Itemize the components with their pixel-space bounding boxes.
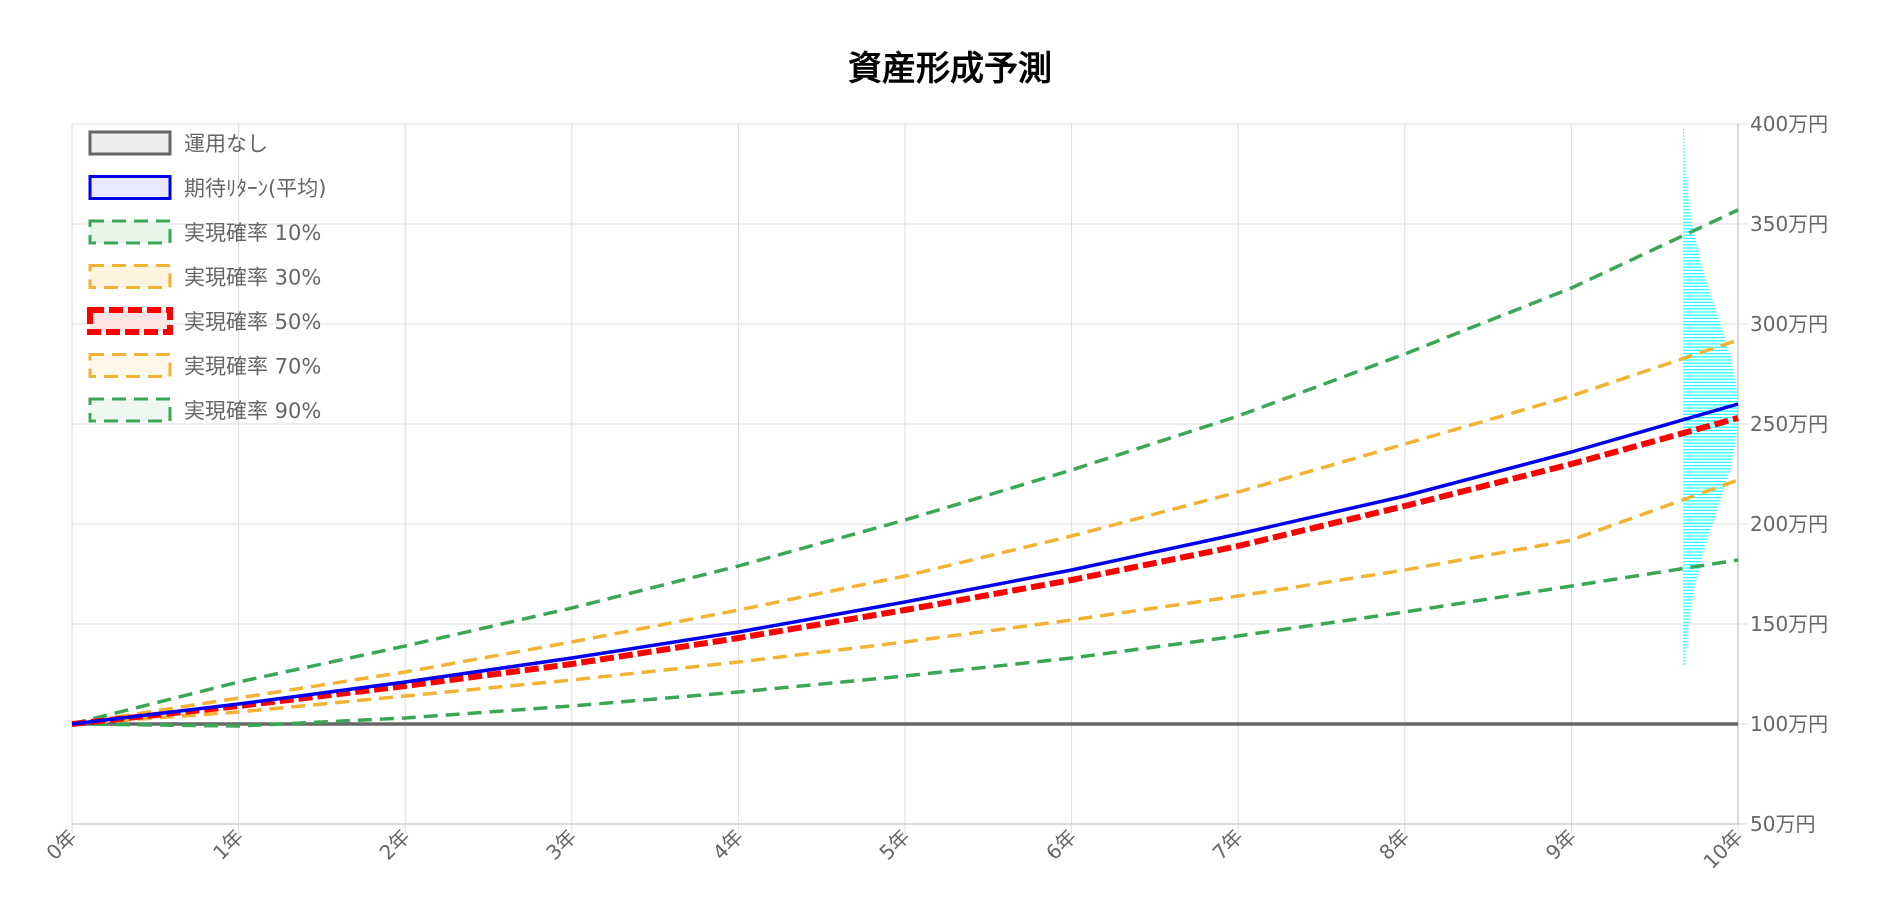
x-tick-label: 4年 <box>708 825 748 865</box>
series-line <box>71 558 1739 728</box>
legend-swatch <box>88 175 172 200</box>
legend-swatch <box>88 353 172 378</box>
legend-label: 期待ﾘﾀｰﾝ(平均) <box>184 177 326 201</box>
series-lines <box>71 208 1739 728</box>
y-axis-ticks: 50万円 100万円 150万円 200万円 250万円 300万円 350万円 400万円 <box>1750 112 1828 836</box>
chart-title: 資産形成予測 <box>848 49 1052 89</box>
x-tick-label: 9年 <box>1541 825 1581 865</box>
legend-swatch <box>87 307 173 335</box>
x-tick-label: 2年 <box>375 825 415 865</box>
x-tick-label: 10年 <box>1698 825 1747 874</box>
legend-label: 実現確率 90% <box>184 399 321 423</box>
y-tick-label: 400万円 <box>1750 112 1828 136</box>
series-line <box>71 415 1739 727</box>
legend-label: 実現確率 10% <box>184 221 321 245</box>
legend-label: 実現確率 70% <box>184 355 321 379</box>
y-tick-label: 300万円 <box>1750 312 1828 336</box>
legend-label: 実現確率 30% <box>184 266 321 290</box>
y-tick-label: 200万円 <box>1750 512 1828 536</box>
grid <box>71 123 1748 834</box>
legend-swatch <box>88 264 172 289</box>
legend-label: 運用なし <box>184 132 268 156</box>
x-tick-label: 7年 <box>1208 825 1248 865</box>
y-tick-label: 100万円 <box>1750 712 1828 736</box>
x-tick-label: 3年 <box>541 825 581 865</box>
series-line <box>71 338 1739 726</box>
legend-swatch <box>88 397 172 423</box>
x-tick-label: 6年 <box>1041 825 1081 865</box>
y-tick-label: 150万円 <box>1750 612 1828 636</box>
series-line <box>71 402 1739 726</box>
y-tick-label: 250万円 <box>1750 412 1828 436</box>
x-tick-label: 0年 <box>41 825 81 865</box>
series-line <box>71 478 1739 726</box>
legend-label: 実現確率 50% <box>184 310 321 334</box>
x-tick-label: 1年 <box>208 825 248 865</box>
y-tick-label: 350万円 <box>1750 212 1828 236</box>
legend-swatch <box>88 130 172 156</box>
distribution-histogram <box>1683 128 1738 665</box>
legend-swatch <box>88 219 172 245</box>
x-tick-label: 8年 <box>1374 825 1414 865</box>
x-tick-label: 5年 <box>874 825 914 865</box>
x-axis-ticks: 0年 1年 2年 3年 4年 5年 6年 7年 8年 9年 10年 <box>41 825 1747 874</box>
y-tick-label: 50万円 <box>1750 812 1815 836</box>
